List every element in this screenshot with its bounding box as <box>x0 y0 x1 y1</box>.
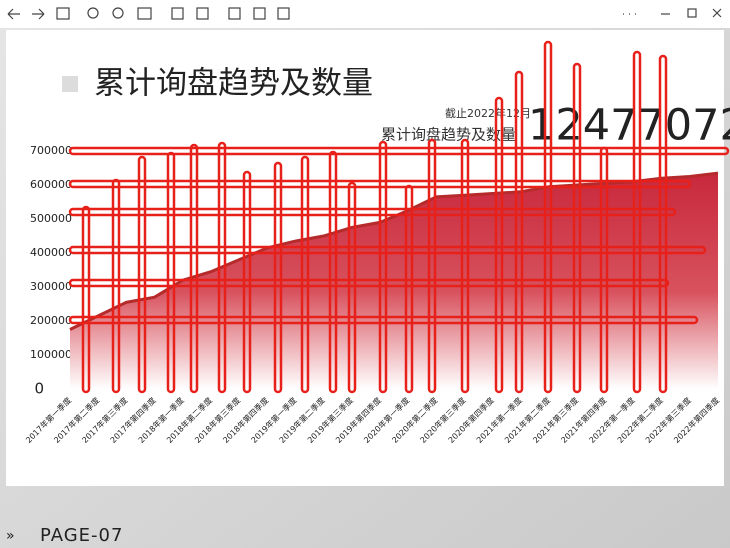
y-tick-label: 500000 <box>30 212 72 225</box>
overlay-bar <box>543 40 553 394</box>
crop-button[interactable] <box>253 7 266 20</box>
page-label: PAGE-07 <box>40 525 123 546</box>
overlay-bar <box>572 62 582 394</box>
y-tick-label: 100000 <box>30 348 72 361</box>
overlay-bar <box>347 181 357 394</box>
forward-button[interactable] <box>32 8 45 20</box>
overlay-bar <box>300 155 310 394</box>
overlay-bar <box>137 155 147 394</box>
grid-button[interactable] <box>56 7 70 20</box>
overlay-bar <box>217 141 227 394</box>
annotation: 截止2022年12月 <box>445 106 531 120</box>
title-square <box>62 76 78 92</box>
close-button[interactable] <box>712 8 722 18</box>
y-tick-label: 600000 <box>30 178 72 191</box>
overlay-bar <box>494 96 504 394</box>
footer-arrow: » <box>6 528 15 544</box>
y-tick-label: 300000 <box>30 280 72 293</box>
y-tick-label: 0 <box>34 380 44 398</box>
copy-button[interactable] <box>228 7 241 20</box>
overlay-bar <box>68 315 699 325</box>
toolbar <box>0 0 730 28</box>
zoom-out[interactable] <box>112 7 124 19</box>
overlay-bar <box>68 207 677 217</box>
overlay-bar <box>81 205 91 394</box>
overlay-bar <box>68 179 692 189</box>
y-tick-label: 700000 <box>30 144 72 157</box>
y-tick-label: 200000 <box>30 314 72 327</box>
fit-button[interactable] <box>137 7 152 20</box>
overlay-bar <box>242 170 252 394</box>
save-button[interactable] <box>277 7 290 20</box>
back-button[interactable] <box>7 8 20 20</box>
zoom-in[interactable] <box>87 7 99 19</box>
overlay-bar <box>427 138 437 394</box>
area-line <box>69 171 719 331</box>
edit-button[interactable] <box>196 7 209 20</box>
annotation: 累计询盘趋势及数量 <box>381 126 516 144</box>
overlay-bar <box>328 150 338 394</box>
toolbar-icons <box>7 7 722 20</box>
total-number: 12477072 <box>528 101 730 151</box>
overlay-bar <box>273 161 283 394</box>
overlay-bar <box>632 50 642 394</box>
overlay-bar <box>189 143 199 394</box>
overlay-bar <box>68 278 670 288</box>
overlay <box>68 40 730 394</box>
overlay-bar <box>514 70 524 394</box>
overlay-bar <box>378 140 388 394</box>
overlay-bar <box>68 245 707 255</box>
y-tick-label: 400000 <box>30 246 72 259</box>
chart-title: 累计询盘趋势及数量 <box>94 66 373 102</box>
rotate-button[interactable] <box>171 7 184 20</box>
overlay-bar <box>460 138 470 394</box>
overlay-bar <box>658 54 668 394</box>
overlay-bar <box>68 146 730 156</box>
maximize-button[interactable] <box>687 8 697 18</box>
